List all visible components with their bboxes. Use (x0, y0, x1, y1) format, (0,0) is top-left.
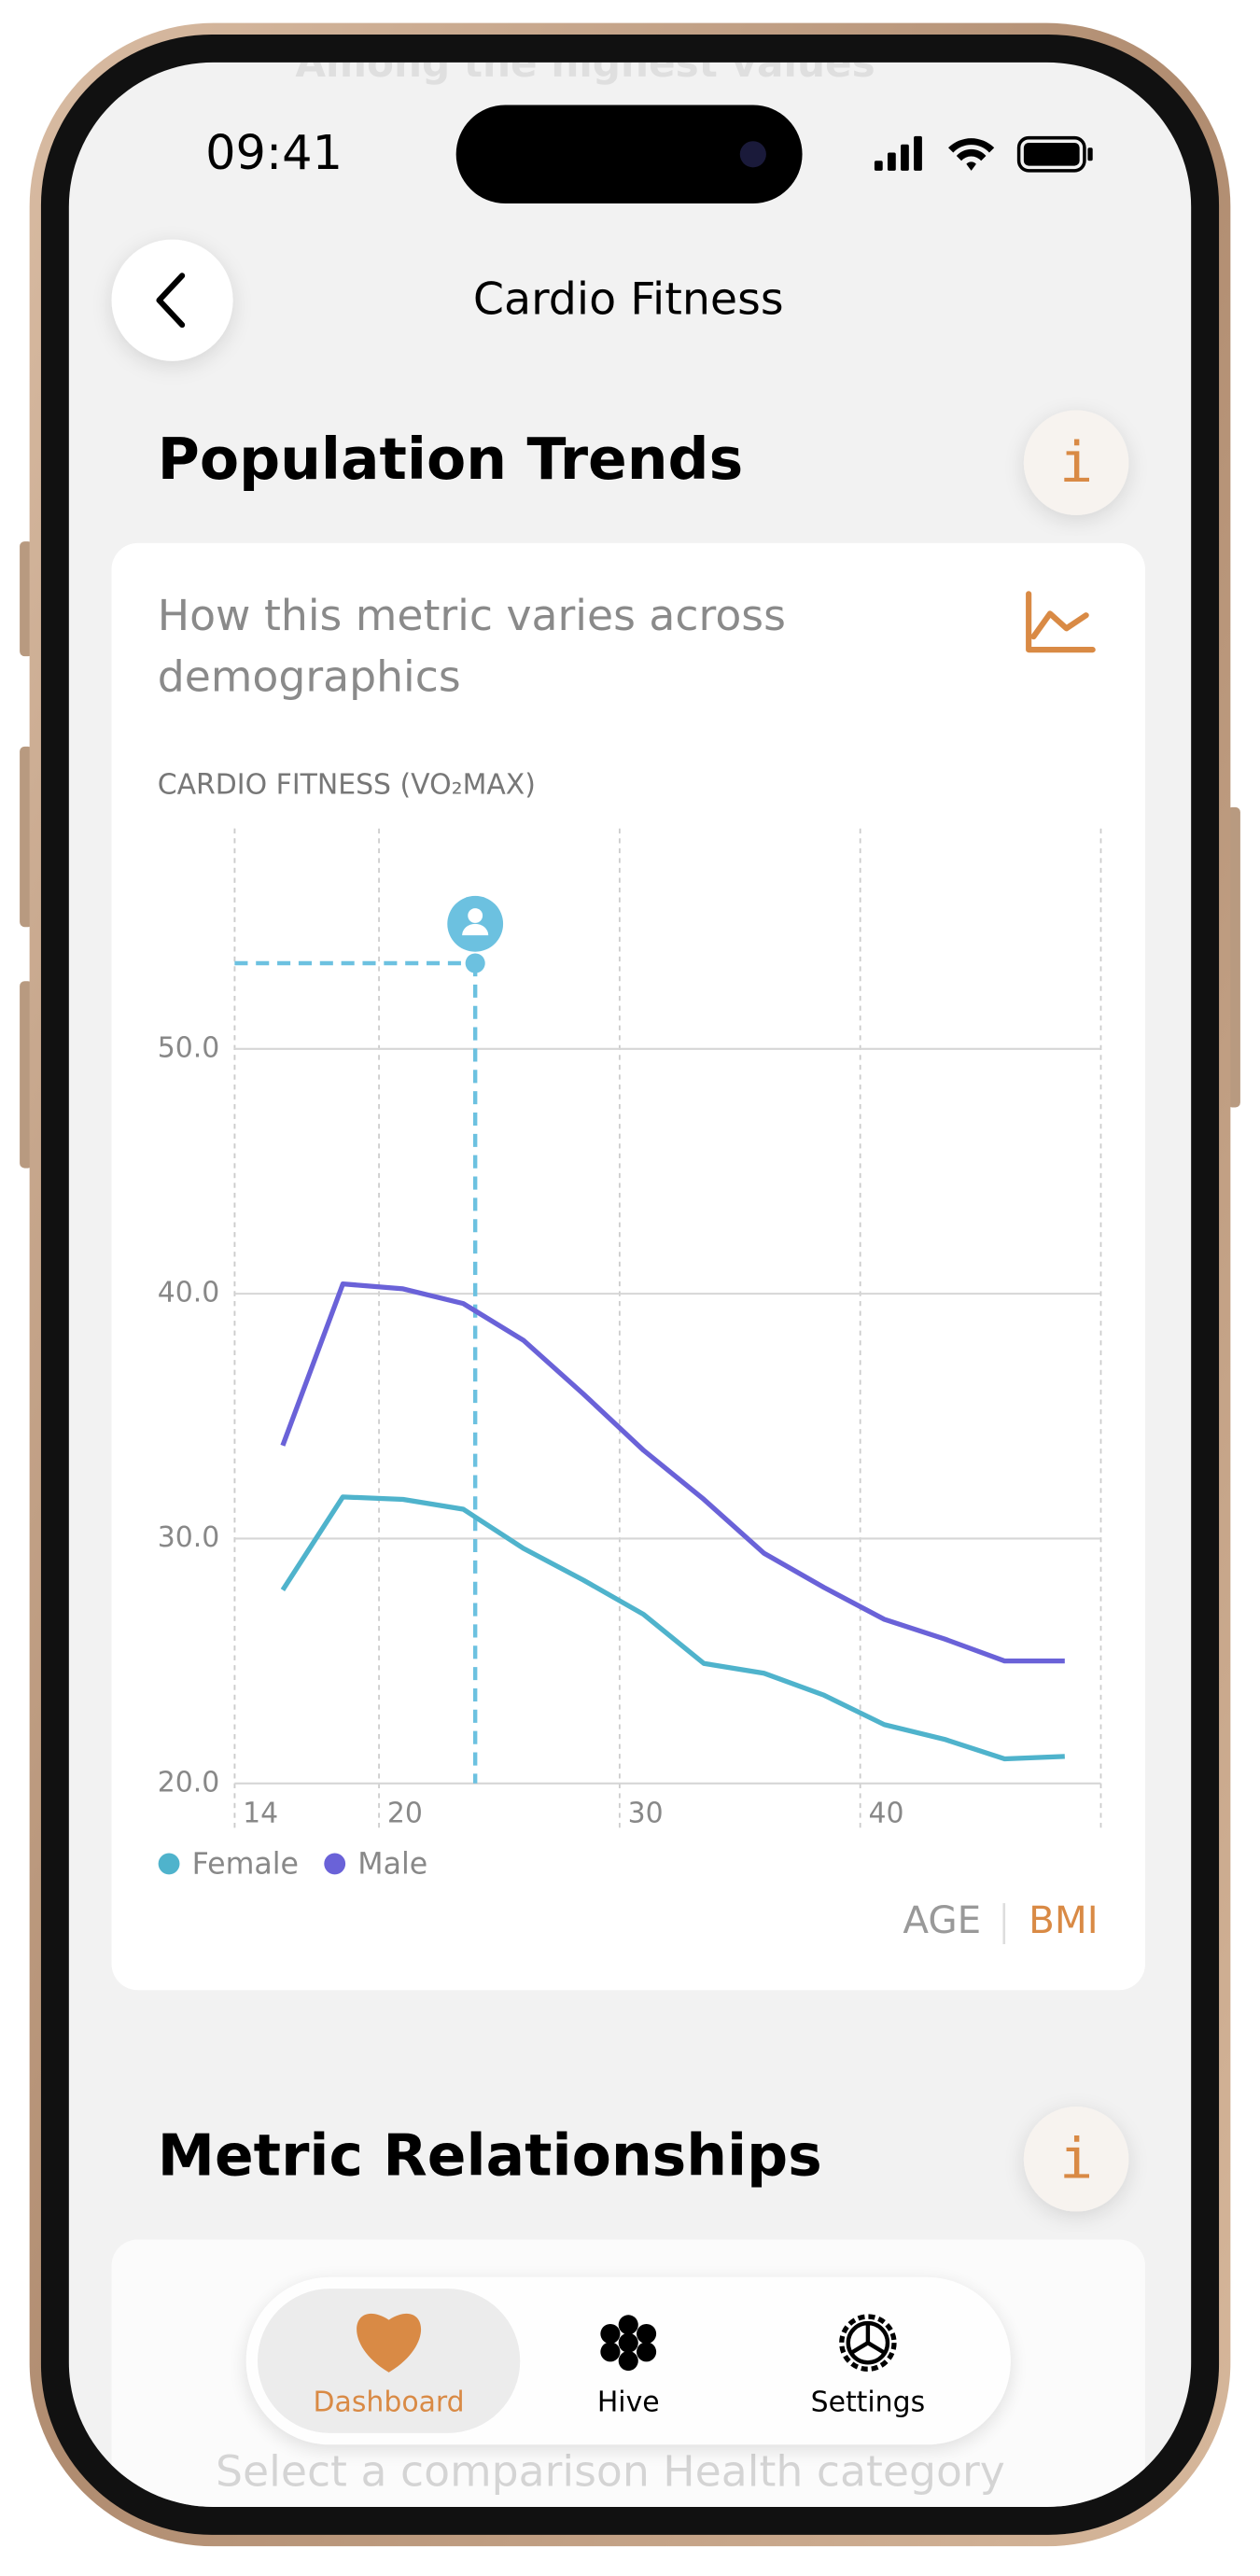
section-title: Metric Relationships (158, 2121, 822, 2189)
tab-items: Dashboard Hive Settings (257, 2289, 926, 2433)
faded-text: Among the highest values (295, 40, 875, 86)
y-tick-label: 30.0 (158, 1521, 220, 1554)
camera (739, 141, 766, 168)
legend-label: Male (357, 1848, 427, 1882)
tab-icon (618, 2332, 638, 2353)
dynamic-island (455, 105, 803, 203)
y-tick-label: 50.0 (158, 1031, 220, 1064)
user-marker (465, 953, 485, 973)
tab-icon (600, 2323, 621, 2345)
y-tick-label: 40.0 (158, 1277, 220, 1309)
tab-label[interactable]: Settings (811, 2387, 926, 2419)
tab-icon (839, 2314, 897, 2372)
y-axis-label: CARDIO FITNESS (VO₂MAX) (158, 769, 536, 802)
y-tick-label: 20.0 (158, 1766, 220, 1799)
back-icon (156, 273, 186, 329)
x-tick-label: 40 (868, 1798, 903, 1830)
x-tick-label: 20 (387, 1798, 423, 1830)
tab-icon (357, 2313, 422, 2373)
back-button[interactable] (111, 239, 233, 361)
series-line (280, 1494, 1065, 1762)
info-button[interactable] (1023, 2107, 1129, 2212)
tab-icon (618, 2315, 638, 2335)
x-tick-label: 14 (243, 1798, 278, 1830)
legend-label: Female (192, 1848, 299, 1882)
tab-label[interactable]: Hive (597, 2387, 660, 2419)
faded-text: Select a comparison Health category (216, 2446, 1005, 2496)
status-time: 09:41 (205, 126, 343, 181)
user-badge-body (462, 923, 489, 936)
user-badge-head (468, 908, 483, 923)
tab-icon (600, 2342, 621, 2362)
x-tick-label: 30 (628, 1798, 664, 1830)
card (111, 542, 1145, 1991)
header-title: Cardio Fitness (473, 273, 784, 325)
series-line (280, 1281, 1065, 1664)
toggle-option[interactable]: AGE (903, 1897, 981, 1942)
info-button[interactable] (1023, 410, 1129, 515)
tab-icon (850, 2323, 886, 2355)
card-subtitle: demographics (158, 651, 461, 701)
tab-icon (618, 2350, 638, 2372)
legend-swatch (158, 1853, 180, 1875)
info-icon: i (1059, 2127, 1093, 2191)
screen-content: Among the highest values 09:41 Cardio Fi… (111, 40, 1145, 2507)
legend-swatch (324, 1853, 346, 1875)
section-title: Population Trends (158, 426, 743, 493)
chart: 14 20 30 40 20.0 30.0 40.0 50.0 Female Male (158, 828, 1102, 1882)
tab-icon (637, 2323, 657, 2345)
tab-label[interactable]: Dashboard (314, 2387, 465, 2419)
tab-icon (637, 2342, 657, 2362)
chart-icon (1026, 591, 1096, 653)
toggle-option[interactable]: BMI (1029, 1897, 1099, 1942)
info-icon: i (1059, 431, 1093, 496)
card-subtitle: How this metric varies across (158, 591, 786, 640)
status-icons (874, 135, 1093, 173)
